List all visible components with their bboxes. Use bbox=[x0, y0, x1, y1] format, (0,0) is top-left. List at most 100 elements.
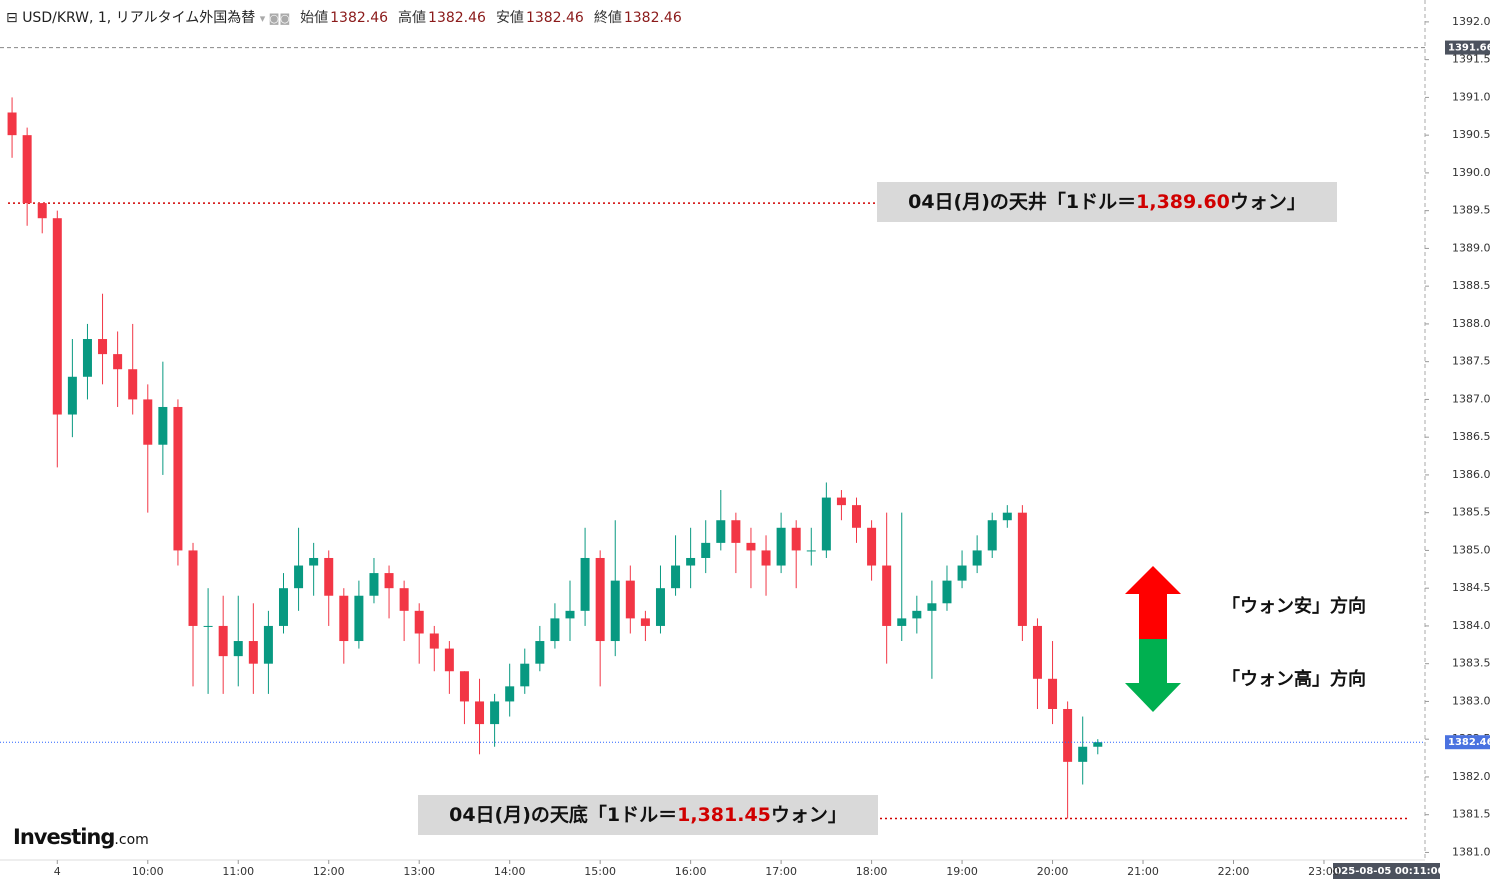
candle-body bbox=[248, 641, 258, 664]
candle-body bbox=[806, 550, 816, 552]
ohlc-value: 1382.46 bbox=[623, 10, 682, 26]
candle-body bbox=[294, 565, 304, 589]
candle-body bbox=[369, 573, 379, 596]
ohlc-value: 1382.46 bbox=[428, 10, 486, 26]
candle-body bbox=[444, 648, 454, 672]
y-tick-label: 1388.50 bbox=[1452, 279, 1490, 292]
candle-body bbox=[414, 610, 424, 634]
candle-body bbox=[987, 520, 997, 551]
direction-label: 「ウォン安」方向 bbox=[1222, 596, 1366, 617]
candle-body bbox=[882, 565, 892, 626]
cursor-time: 2025-08-05 00:11:00 bbox=[1327, 866, 1444, 877]
y-tick-label: 1386.00 bbox=[1452, 468, 1490, 481]
y-tick-label: 1391.50 bbox=[1452, 53, 1490, 66]
candle-body bbox=[1078, 746, 1088, 762]
candle-body bbox=[1063, 708, 1073, 762]
symbol: USD/KRW, 1, リアルタイム外国為替 bbox=[22, 10, 256, 26]
candle-body bbox=[324, 557, 334, 596]
candle-body bbox=[188, 550, 198, 626]
candle-body bbox=[625, 580, 635, 619]
candle-body bbox=[490, 701, 500, 725]
y-tick-label: 1390.00 bbox=[1452, 166, 1490, 179]
y-tick-label: 1390.50 bbox=[1452, 128, 1490, 141]
candle-body bbox=[203, 625, 213, 627]
candle-body bbox=[1093, 742, 1103, 747]
y-tick-label: 1381.00 bbox=[1452, 845, 1490, 858]
candle-body bbox=[278, 588, 288, 626]
candle-body bbox=[429, 633, 439, 649]
y-tick-label: 1383.00 bbox=[1452, 694, 1490, 707]
y-tick-label: 1383.50 bbox=[1452, 657, 1490, 670]
candle-body bbox=[550, 618, 560, 642]
y-tick-label: 1384.00 bbox=[1452, 619, 1490, 632]
y-tick-label: 1385.00 bbox=[1452, 543, 1490, 556]
candle-body bbox=[218, 625, 228, 657]
x-tick-label: 14:00 bbox=[494, 865, 526, 878]
y-tick-label: 1386.50 bbox=[1452, 430, 1490, 443]
logo: Investing.com bbox=[13, 825, 149, 849]
candle-body bbox=[384, 573, 394, 589]
candle-body bbox=[67, 376, 77, 415]
x-tick-label: 21:00 bbox=[1127, 865, 1159, 878]
candle-body bbox=[761, 550, 771, 566]
candle-body bbox=[158, 406, 168, 445]
candle-body bbox=[535, 641, 545, 664]
logo-suffix: .com bbox=[114, 832, 149, 848]
high-label: 1391.66 bbox=[1448, 43, 1490, 54]
candle-body bbox=[520, 663, 530, 687]
candle-body bbox=[821, 497, 831, 551]
x-tick-label: 23:00 bbox=[1308, 865, 1340, 878]
y-tick-label: 1388.00 bbox=[1452, 317, 1490, 330]
y-tick-label: 1389.00 bbox=[1452, 241, 1490, 254]
candle-body bbox=[610, 580, 620, 642]
candle-body bbox=[836, 497, 846, 506]
ohlc-name: 始値 bbox=[300, 10, 329, 26]
candle-body bbox=[927, 603, 937, 611]
y-tick-label: 1384.50 bbox=[1452, 581, 1490, 594]
x-tick-label: 4 bbox=[54, 865, 61, 878]
x-tick-label: 17:00 bbox=[765, 865, 797, 878]
y-tick-label: 1387.00 bbox=[1452, 392, 1490, 405]
candle-body bbox=[746, 542, 756, 551]
candle-body bbox=[972, 550, 982, 566]
ohlc-name: 高値 bbox=[398, 10, 427, 26]
x-tick-label: 11:00 bbox=[222, 865, 254, 878]
candle-body bbox=[128, 369, 138, 400]
annotation-suffix: ウォン」 bbox=[770, 804, 847, 826]
annotation-value: 1,381.45 bbox=[677, 804, 771, 826]
ohlc-name: 安値 bbox=[495, 10, 524, 26]
candle-body bbox=[82, 339, 92, 377]
candle-body bbox=[655, 588, 665, 626]
candle-body bbox=[580, 557, 590, 611]
annotation-value: 1,389.60 bbox=[1136, 191, 1230, 213]
candle-body bbox=[957, 565, 967, 581]
candle-body bbox=[852, 505, 862, 528]
last-price-box bbox=[1445, 735, 1490, 750]
candle-body bbox=[173, 406, 183, 551]
candle-body bbox=[339, 595, 349, 642]
candle-body bbox=[701, 542, 711, 558]
candle-body bbox=[37, 203, 47, 219]
candle-body bbox=[640, 618, 650, 626]
ohlc: 始値 1382.46 高値 1382.46 安値 1382.46 終値 1382.46 bbox=[290, 10, 682, 26]
annotation: 04日(月)の天底「1ドル＝1,381.45ウォン」 bbox=[418, 795, 878, 835]
candle-body bbox=[233, 641, 243, 657]
candle-body bbox=[52, 218, 62, 415]
candle-body bbox=[1032, 625, 1042, 679]
cursor-time-box bbox=[1333, 863, 1440, 879]
y-tick-label: 1389.50 bbox=[1452, 204, 1490, 217]
annotation-prefix: 04日(月)の天井「1ドル＝ bbox=[908, 191, 1137, 213]
x-tick-label: 20:00 bbox=[1037, 865, 1069, 878]
y-tick-label: 1381.50 bbox=[1452, 808, 1490, 821]
candle-body bbox=[595, 557, 605, 642]
candle-body bbox=[791, 527, 801, 551]
direction-label: 「ウォン高」方向 bbox=[1222, 669, 1366, 690]
ohlc-name: 終値 bbox=[593, 10, 622, 26]
ohlc-value: 1382.46 bbox=[330, 10, 389, 26]
candle-body bbox=[399, 588, 409, 611]
x-tick-label: 18:00 bbox=[856, 865, 888, 878]
y-tick-label: 1382.00 bbox=[1452, 770, 1490, 783]
y-tick-label: 1385.50 bbox=[1452, 506, 1490, 519]
